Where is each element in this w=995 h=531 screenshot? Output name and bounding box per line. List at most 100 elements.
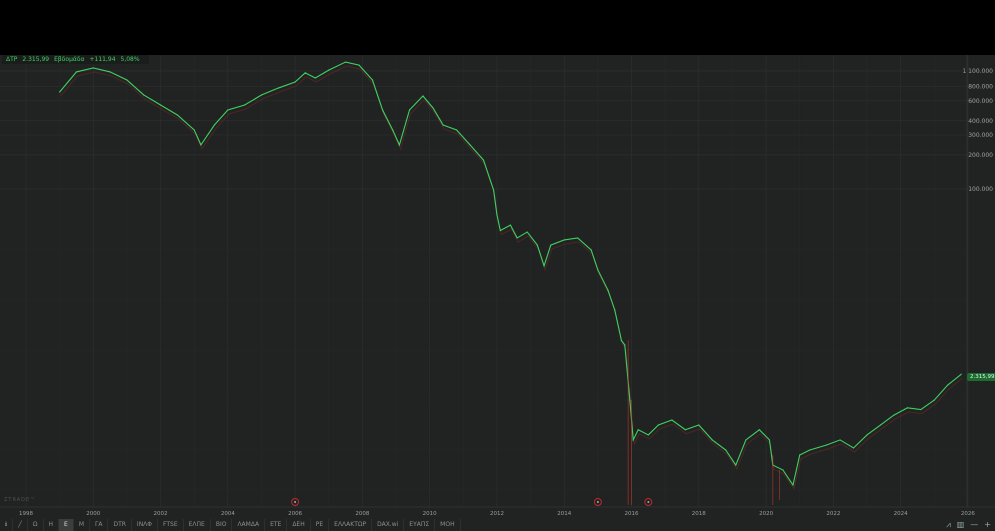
toolbar-symbol-14[interactable]: ΕΛΛΑΚΤΩΡ <box>329 519 373 531</box>
data-point <box>632 439 634 441</box>
x-tick-label: 2010 <box>423 511 437 517</box>
toolbar-symbol-0[interactable]: Ω <box>28 519 44 531</box>
data-point <box>839 439 841 441</box>
toolbar-symbol-6[interactable]: ΙΝΛΦ <box>132 519 159 531</box>
event-marker-dot <box>647 501 650 503</box>
toolbar-symbol-7[interactable]: FTSE <box>158 519 184 531</box>
data-point <box>398 144 401 146</box>
legend-change-pct: 5,08% <box>120 56 140 63</box>
data-point <box>509 224 512 226</box>
event-marker-dot <box>294 501 297 503</box>
data-point <box>59 91 61 93</box>
event-marker-dot <box>596 501 599 503</box>
toolbar-symbol-17[interactable]: ΜΟΗ <box>435 519 461 531</box>
data-point <box>492 189 495 191</box>
data-point <box>893 414 895 416</box>
toolbar-symbol-9[interactable]: ΒΙΟ <box>211 519 233 531</box>
data-point <box>314 77 316 79</box>
chart-tools: ⩘ ▥ — + <box>946 519 991 531</box>
toolbar-symbol-5[interactable]: DTR <box>108 519 132 531</box>
data-point <box>563 239 565 241</box>
data-point <box>277 87 279 89</box>
chart-area[interactable] <box>0 55 995 531</box>
data-point <box>455 129 458 131</box>
data-point <box>671 419 673 421</box>
y-tick-label: 300.000 <box>968 132 993 139</box>
info-icon[interactable]: ℹ <box>0 519 14 531</box>
data-point <box>213 124 215 126</box>
data-point <box>960 373 962 375</box>
data-point <box>826 444 828 446</box>
data-point <box>482 159 485 161</box>
y-tick-label: 800.000 <box>968 84 993 91</box>
draw-line-icon[interactable]: ╱ <box>13 519 28 531</box>
x-tick-label: 2024 <box>894 511 908 517</box>
data-point <box>496 214 498 216</box>
y-tick-label: 100.000 <box>968 186 993 193</box>
y-tick-label: 200.000 <box>968 152 993 159</box>
x-tick-label: 2014 <box>557 511 571 517</box>
data-point <box>543 265 545 267</box>
data-point <box>792 484 794 486</box>
data-point <box>758 429 760 431</box>
data-point <box>550 244 552 246</box>
data-point <box>866 434 868 436</box>
toolbar-symbol-4[interactable]: ΓΑ <box>90 519 109 531</box>
data-point <box>92 67 94 69</box>
y-tick-label: 600.000 <box>968 98 993 105</box>
line-chart-icon[interactable]: ⩘ <box>946 520 951 529</box>
data-point <box>637 429 639 431</box>
data-point <box>620 339 623 342</box>
x-tick-label: 2012 <box>490 511 504 517</box>
x-tick-label: 2008 <box>355 511 369 517</box>
toolbar-symbol-15[interactable]: DAX.wi <box>372 519 405 531</box>
toolbar-symbol-2[interactable]: Ε <box>59 519 74 531</box>
data-point <box>947 384 949 386</box>
zoom-in-icon[interactable]: + <box>984 520 991 529</box>
event-marker <box>291 498 300 506</box>
bar-chart-icon[interactable]: ▥ <box>956 520 965 529</box>
data-point <box>244 104 246 106</box>
toolbar-symbol-8[interactable]: ΕΛΠΕ <box>184 519 211 531</box>
x-tick-label: 2016 <box>625 511 639 517</box>
data-point <box>590 249 592 251</box>
event-marker <box>644 498 653 506</box>
y-tick-label: 1.100.000 <box>962 68 993 75</box>
data-point <box>614 309 616 311</box>
data-point <box>126 79 128 81</box>
toolbar-symbol-10[interactable]: ΛΑΜΔΑ <box>232 519 266 531</box>
data-point <box>852 447 855 449</box>
event-marker <box>593 498 602 506</box>
data-point <box>629 399 631 401</box>
data-point <box>371 79 374 81</box>
data-point <box>358 64 360 66</box>
toolbar-symbol-1[interactable]: Η <box>44 519 60 531</box>
x-tick-label: 2000 <box>86 511 100 517</box>
toolbar-symbol-3[interactable]: Μ <box>74 519 90 531</box>
data-point <box>200 144 202 146</box>
data-point <box>143 94 145 96</box>
toolbar-symbol-12[interactable]: ΔΕΗ <box>287 519 311 531</box>
toolbar-symbol-16[interactable]: ΕΥΑΠΣ <box>404 519 436 531</box>
data-point <box>745 439 747 441</box>
data-point <box>109 71 111 73</box>
data-point <box>227 109 229 111</box>
toolbar-symbol-11[interactable]: ΕΤΕ <box>265 519 288 531</box>
x-tick-label: 2002 <box>154 511 168 517</box>
data-point <box>782 469 784 471</box>
data-point <box>408 109 411 111</box>
data-point <box>768 439 771 441</box>
data-point <box>260 94 263 96</box>
data-point <box>422 95 424 97</box>
legend-period: Εβδομάδα <box>54 56 85 63</box>
x-tick-label: 2018 <box>692 511 706 517</box>
zoom-out-icon[interactable]: — <box>970 520 979 529</box>
watermark-logo: ZTRADE™ <box>4 497 37 503</box>
toolbar-symbol-13[interactable]: ΡΕ <box>311 519 330 531</box>
data-point <box>442 124 444 126</box>
data-point <box>577 237 579 239</box>
symbol-toolbar: ℹ ╱ Ω Η Ε Μ ΓΑ DTR ΙΝΛΦ FTSE ΕΛΠΕ ΒΙΟ ΛΑΜΔΑ ΕΤΕ ΔΕΗ Ρ… <box>0 519 995 531</box>
x-tick-label: 2004 <box>221 511 235 517</box>
data-point <box>647 434 649 436</box>
